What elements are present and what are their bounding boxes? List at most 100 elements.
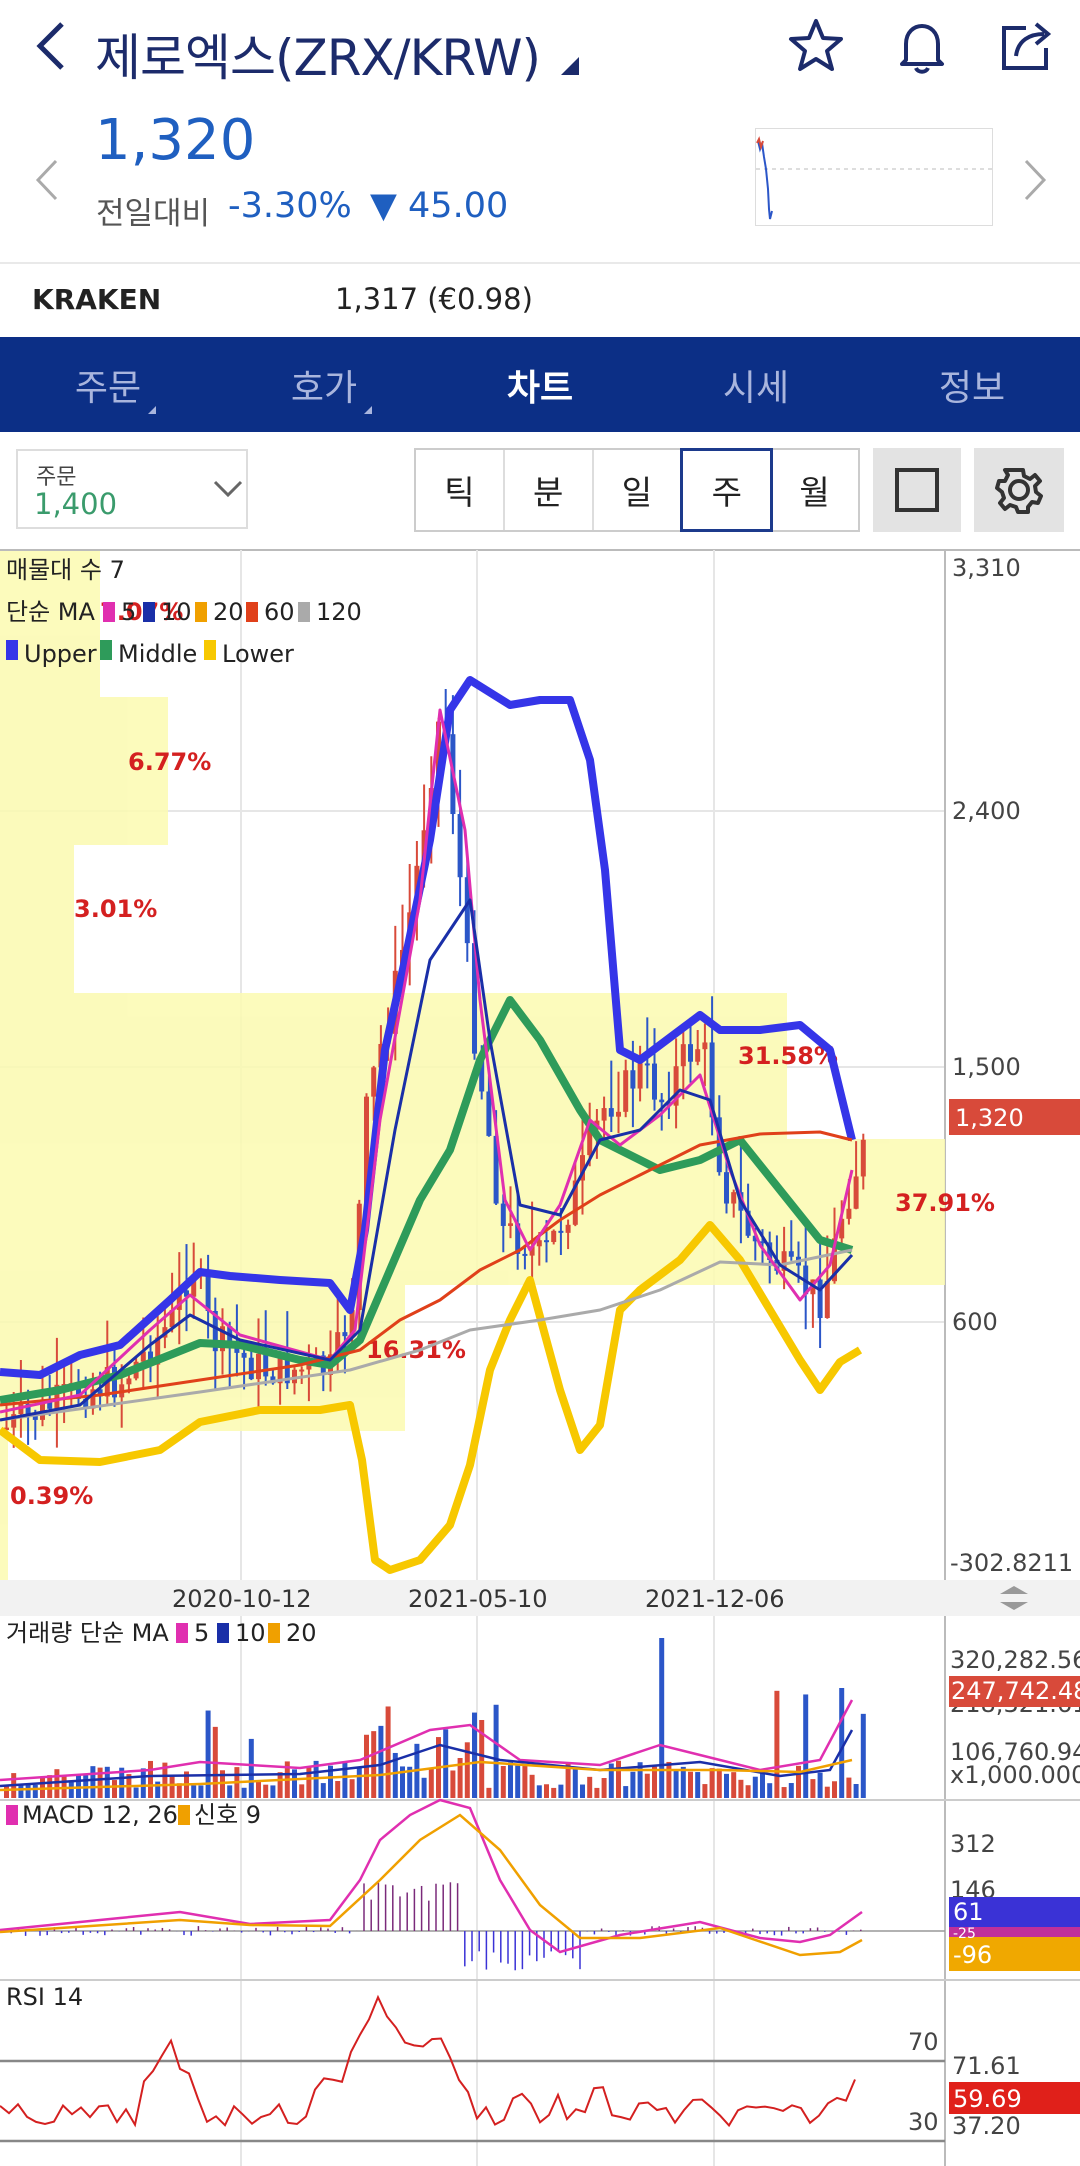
gear-icon	[995, 468, 1043, 514]
ma-legend-label: 단순 MA	[6, 598, 95, 626]
tab-quotes[interactable]: 시세	[722, 367, 790, 409]
legend-swatch	[195, 602, 207, 622]
candle-body	[25, 1403, 31, 1414]
volume-bar	[320, 1783, 326, 1798]
volume-bar	[479, 1719, 485, 1798]
candle-body	[601, 1108, 607, 1121]
legend-swatch	[268, 1623, 280, 1643]
volume-bars	[0, 1638, 866, 1798]
order-select-value: 1,400	[34, 487, 118, 521]
macd-value: -25	[953, 1926, 976, 1942]
candle-body	[767, 1242, 773, 1260]
volume-bar	[558, 1784, 564, 1798]
legend-swatch	[143, 602, 155, 622]
period-tick[interactable]: 틱	[416, 450, 505, 530]
volume-legend-item: 20	[286, 1619, 317, 1647]
candle-body	[846, 1208, 852, 1219]
ma-10	[0, 898, 854, 1422]
volume-bar	[853, 1784, 859, 1798]
volume-current-label: 247,742.488	[951, 1677, 1080, 1705]
settings-button[interactable]	[974, 448, 1064, 532]
volume-bar	[378, 1725, 384, 1798]
period-day[interactable]: 일	[594, 450, 683, 530]
volume-bar	[738, 1779, 744, 1798]
volume-bar	[803, 1694, 809, 1798]
profile-pct: 37.91%	[895, 1189, 995, 1217]
tab-order[interactable]: 주문	[0, 337, 216, 432]
back-icon[interactable]	[30, 18, 70, 74]
macd-series	[0, 1798, 863, 1971]
profile-pct: 0.39%	[10, 1482, 93, 1510]
volume-bar	[752, 1776, 758, 1798]
date-tick: 2021-05-10	[408, 1585, 547, 1613]
candle-body	[47, 1399, 53, 1409]
volume-bar	[119, 1767, 125, 1798]
legend-swatch	[298, 602, 310, 622]
volume-bar	[745, 1785, 751, 1798]
candle-body	[508, 1223, 513, 1226]
price-chart[interactable]: 7.07% 6.77% 3.01% 31.58% 37.91% 16.31% 0…	[0, 548, 1080, 2166]
bell-icon[interactable]	[892, 16, 952, 76]
candle-body	[702, 1042, 708, 1050]
volume-bar	[688, 1771, 693, 1798]
candle-body	[464, 877, 470, 944]
volume-bar	[133, 1787, 139, 1798]
candle-body	[666, 1102, 672, 1106]
volume-bar	[54, 1769, 60, 1798]
candle-body	[709, 1042, 715, 1118]
dropdown-caret-icon[interactable]	[560, 57, 579, 75]
fullscreen-button[interactable]	[873, 448, 961, 532]
volume-bar	[328, 1765, 333, 1798]
candle-body	[817, 1279, 823, 1318]
candle-body	[580, 1155, 585, 1181]
tab-chart[interactable]: 차트	[506, 367, 574, 409]
current-price-badge	[949, 1099, 1080, 1135]
volume-bar	[47, 1775, 53, 1798]
period-week[interactable]: 주	[680, 448, 774, 532]
prev-coin-icon[interactable]	[32, 155, 62, 209]
share-icon[interactable]	[996, 14, 1058, 76]
star-icon[interactable]	[786, 16, 846, 76]
volume-bar	[580, 1784, 585, 1798]
volume-bar	[493, 1704, 499, 1798]
candle-body	[680, 1044, 686, 1067]
candle-body	[486, 1091, 492, 1136]
volume-bar	[40, 1776, 45, 1798]
volume-bar	[508, 1762, 513, 1798]
rsi-current-badge	[949, 2082, 1080, 2114]
candle-body	[227, 1326, 233, 1348]
period-minute[interactable]: 분	[505, 450, 594, 530]
indicator-lines	[0, 676, 863, 1574]
bollinger-middle	[0, 996, 854, 1404]
candle-body	[695, 1049, 701, 1062]
rsi-tick: 37.20	[952, 2112, 1021, 2140]
ma-legend-item: 60	[264, 598, 295, 626]
candle-body	[745, 1210, 751, 1236]
volume-bar	[277, 1772, 283, 1798]
volume-current-badge	[949, 1676, 1080, 1707]
volume-bar	[774, 1690, 780, 1798]
volume-bar	[860, 1713, 866, 1798]
tab-orderbook[interactable]: 호가	[216, 337, 432, 432]
tab-info[interactable]: 정보	[938, 367, 1006, 409]
volume-bar	[572, 1766, 578, 1798]
exchange-price: 1,317 (€0.98)	[335, 282, 533, 316]
candle-body	[623, 1070, 629, 1112]
volume-bar	[112, 1780, 117, 1798]
volume-bar	[832, 1781, 837, 1798]
candle-body	[191, 1274, 197, 1297]
page-title[interactable]: 제로엑스(ZRX/KRW)	[95, 18, 579, 90]
period-month[interactable]: 월	[799, 473, 830, 512]
mini-chart[interactable]	[755, 128, 993, 226]
rsi-level: 30	[908, 2108, 939, 2136]
candle-body	[673, 1066, 679, 1106]
volume-bar	[716, 1768, 722, 1798]
candle-body	[824, 1281, 830, 1318]
next-coin-icon[interactable]	[1020, 155, 1050, 209]
volume-bar	[4, 1786, 9, 1798]
candle-body	[565, 1224, 571, 1233]
macd-legend-label: MACD 12, 26	[22, 1801, 178, 1829]
volume-ma-5	[0, 1699, 854, 1782]
volume-bar	[666, 1761, 672, 1798]
order-select[interactable]: 주문 1,400	[16, 449, 248, 529]
